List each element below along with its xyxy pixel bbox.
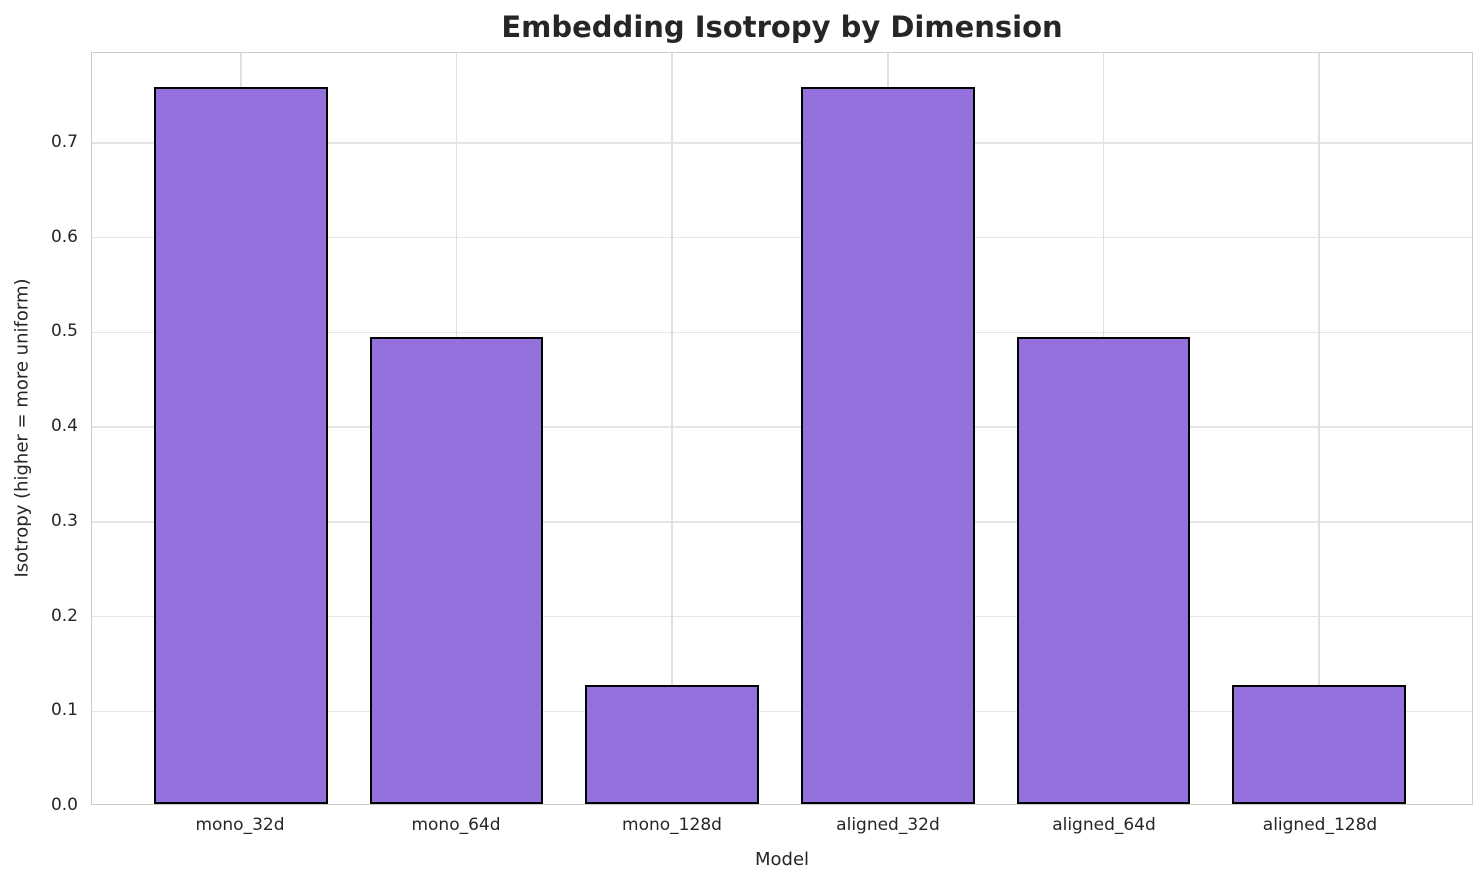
- bar-aligned_32d: [800, 87, 975, 804]
- bar-aligned_64d: [1016, 337, 1191, 804]
- y-tick-label: 0.7: [50, 131, 78, 152]
- y-tick-label: 0.5: [50, 321, 78, 342]
- y-tick-label: 0.6: [50, 226, 78, 247]
- y-tick-label: 0.2: [50, 605, 78, 626]
- x-gridline: [1318, 53, 1320, 804]
- x-tick-label-aligned_128d: aligned_128d: [1262, 815, 1378, 835]
- bar-mono_32d: [153, 87, 328, 804]
- y-gridline: [92, 426, 1472, 428]
- x-tick-label-mono_64d: mono_64d: [411, 815, 501, 835]
- x-tick-label-aligned_64d: aligned_64d: [1052, 815, 1156, 835]
- x-tick-label-mono_32d: mono_32d: [195, 815, 285, 835]
- x-tick-label-mono_128d: mono_128d: [622, 815, 722, 835]
- chart-title: Embedding Isotropy by Dimension: [501, 10, 1063, 44]
- x-axis-label: Model: [754, 849, 810, 870]
- y-tick-label: 0.4: [50, 416, 78, 437]
- bar-mono_64d: [369, 337, 544, 804]
- y-gridline: [92, 236, 1472, 239]
- y-gridline: [92, 142, 1472, 144]
- y-tick-label: 0.0: [50, 795, 78, 815]
- bar-aligned_128d: [1232, 685, 1407, 804]
- bar-mono_128d: [585, 685, 759, 804]
- y-gridline: [92, 521, 1472, 523]
- x-gridline: [671, 53, 673, 804]
- y-gridline: [92, 331, 1472, 334]
- y-gridline: [92, 710, 1472, 713]
- y-tick-label: 0.1: [50, 700, 78, 721]
- y-tick-label: 0.3: [50, 510, 78, 531]
- x-tick-label-aligned_32d: aligned_32d: [836, 815, 940, 835]
- plot-area: [91, 52, 1473, 805]
- y-gridline: [92, 615, 1472, 618]
